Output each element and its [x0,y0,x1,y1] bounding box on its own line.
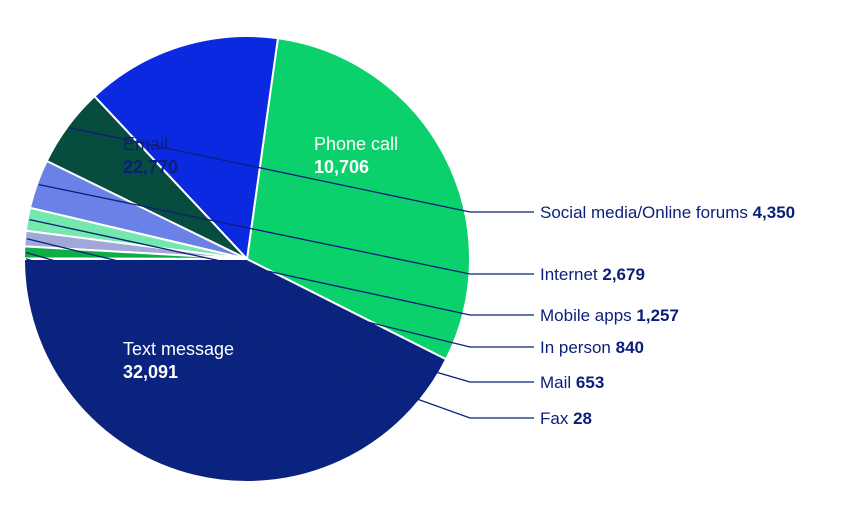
pie-slice-phone-call [93,35,279,260]
leader-line-internet [38,183,534,275]
slice-label-name: Mail [540,373,576,392]
slice-label-text-message: Text message 32,091 [123,339,234,382]
slice-label-fax: Fax 28 [540,409,592,428]
slice-label-social-media-online-forums: Social media/Online forums 4,350 [540,203,795,222]
leader-line-social-media-online-forums [69,127,534,213]
slice-label-in-person: In person 840 [540,338,644,357]
slice-label-internet: Internet 2,679 [540,265,645,284]
slice-label-value: 4,350 [753,203,796,222]
slice-label-mobile-apps: Mobile apps 1,257 [540,306,679,325]
slice-label-name: Phone call [314,134,398,154]
slice-label-name: Email [123,134,168,154]
slice-label-value: 28 [573,409,592,428]
leader-line-mail [25,251,534,383]
leader-line-fax [25,258,534,419]
slice-label-name: Fax [540,409,573,428]
slice-label-name: Internet [540,265,602,284]
leader-lines [25,127,534,419]
slice-label-name: Social media/Online forums [540,203,753,222]
slice-label-value: 653 [576,373,604,392]
slice-label-value: 32,091 [123,362,178,382]
slice-label-name: Text message [123,339,234,359]
slice-label-name: In person [540,338,616,357]
leader-line-in-person [26,238,534,348]
slice-label-value: 22,770 [123,157,178,177]
slice-labels: Text message 32,091 Email 22,770 Phone call 1… [123,134,795,428]
slice-label-name: Mobile apps [540,306,636,325]
pie-slice-fax [22,257,248,260]
slice-label-value: 1,257 [636,306,679,325]
slice-label-value: 840 [616,338,644,357]
slice-label-value: 10,706 [314,157,369,177]
slice-label-phone-call: Phone call 10,706 [314,134,398,177]
leader-line-mobile-apps [29,218,534,316]
slice-label-email: Email 22,770 [123,134,178,177]
slice-label-value: 2,679 [602,265,645,284]
pie-slices [22,35,471,483]
slice-label-mail: Mail 653 [540,373,604,392]
